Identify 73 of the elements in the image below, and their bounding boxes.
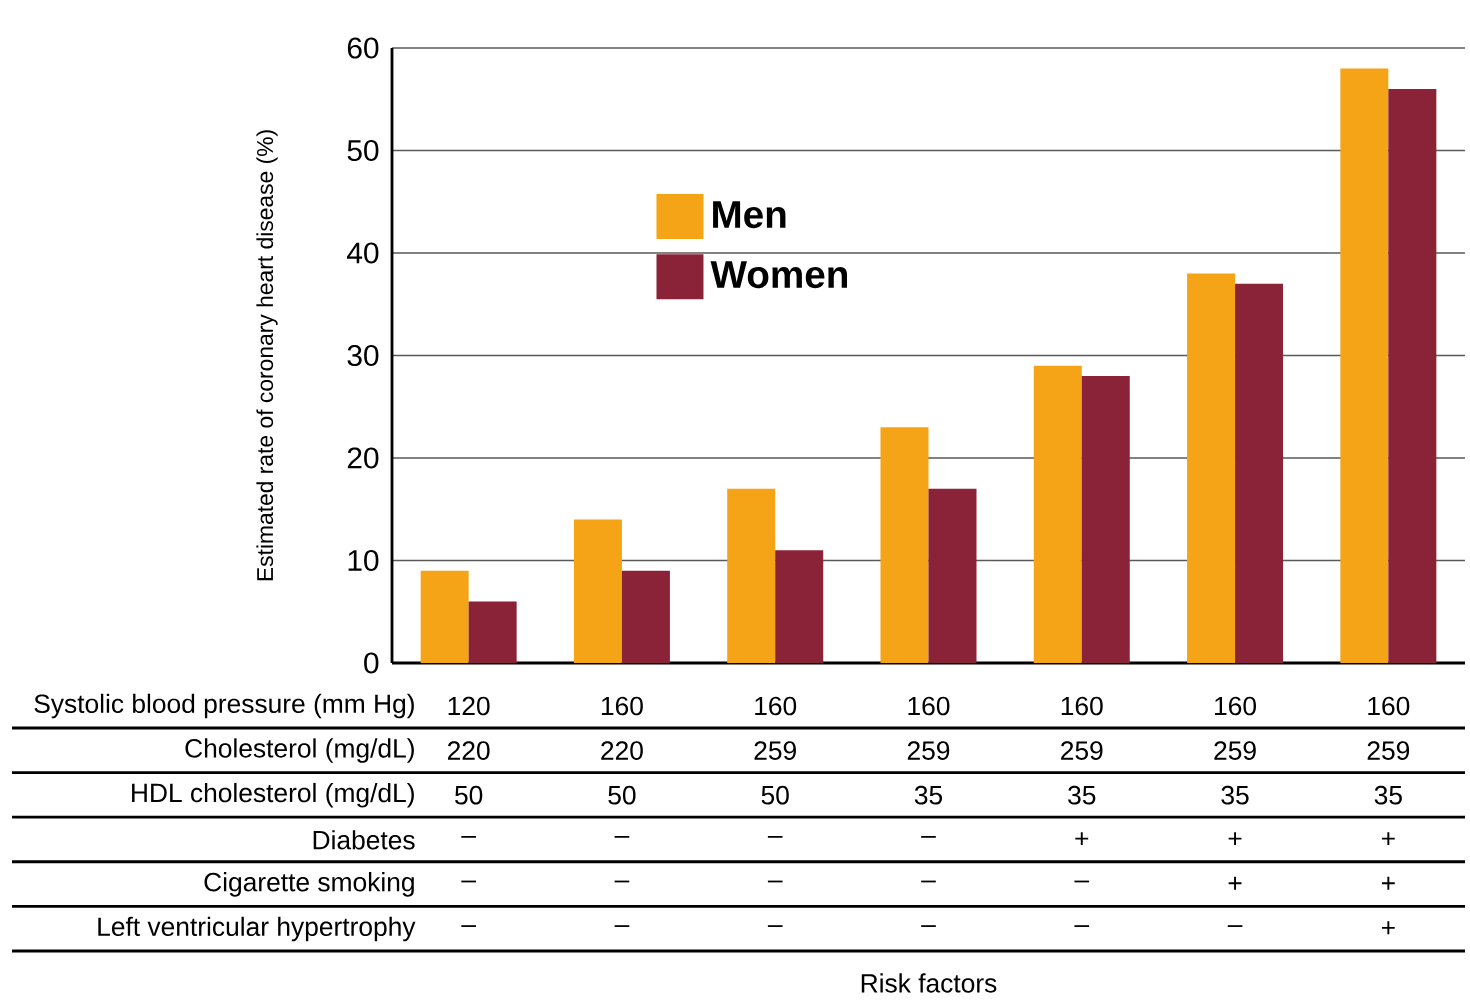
bar: [573, 519, 622, 663]
text: –: [921, 836, 936, 838]
text: 220: [601, 741, 643, 760]
text: 259: [1367, 741, 1410, 760]
text: 35: [1221, 785, 1249, 805]
text: +: [1381, 876, 1395, 890]
bar: [880, 427, 929, 663]
bar: [1340, 68, 1389, 663]
text: 259: [1214, 741, 1256, 760]
text: –: [614, 880, 630, 883]
y-tick-label: 50: [347, 139, 379, 162]
text: –: [921, 925, 936, 927]
bar: [928, 488, 977, 663]
text: Left ventricular hypertrophy: [98, 916, 416, 942]
legend-label: Women: [710, 261, 848, 289]
text: HDL cholesterol (mg/dL): [132, 782, 414, 808]
text: 35: [1374, 785, 1402, 805]
text: –: [461, 880, 476, 883]
legend-label: Men: [713, 201, 786, 229]
text: 220: [447, 741, 490, 760]
text: 160: [1215, 696, 1256, 716]
bar: [1081, 376, 1130, 663]
bar: [621, 570, 670, 663]
text: –: [767, 925, 783, 927]
bar: [1388, 89, 1437, 663]
text: –: [1227, 925, 1243, 927]
text: 35: [1068, 785, 1096, 805]
text: 50: [608, 785, 636, 805]
bar: [1187, 273, 1236, 663]
text: –: [614, 836, 630, 838]
text: 50: [761, 785, 789, 805]
text: –: [921, 880, 936, 883]
text: Cigarette smoking: [204, 872, 414, 897]
text: 160: [1368, 696, 1410, 716]
bar: [775, 550, 824, 663]
text: –: [614, 925, 630, 927]
text: 160: [755, 696, 797, 716]
text: –: [461, 836, 476, 838]
text: 259: [754, 741, 796, 760]
y-tick-label: 0: [364, 652, 379, 674]
text: –: [767, 836, 783, 838]
text: 160: [908, 696, 950, 716]
y-tick-label: 60: [347, 37, 379, 59]
text: 50: [455, 785, 483, 805]
text: +: [1381, 832, 1395, 846]
text: 120: [448, 696, 490, 716]
text: +: [1228, 876, 1242, 890]
y-tick-label: 10: [348, 549, 379, 572]
text: –: [1074, 880, 1090, 883]
text: –: [461, 925, 476, 927]
text: –: [1074, 925, 1090, 927]
text: Systolic blood pressure (mm Hg): [34, 693, 414, 719]
bar: [727, 488, 776, 663]
y-tick-label: 30: [347, 344, 379, 367]
text: 259: [1061, 741, 1103, 760]
text: Cholesterol (mg/dL): [185, 738, 414, 763]
y-tick-label: 40: [347, 242, 379, 264]
text: 35: [914, 785, 943, 805]
text: +: [1381, 921, 1395, 935]
bar: [420, 570, 469, 663]
bar: [468, 601, 517, 663]
bar: [1235, 283, 1284, 663]
text: 160: [601, 696, 643, 716]
text: +: [1075, 832, 1089, 846]
text: Risk factors: [861, 973, 997, 993]
text: Diabetes: [313, 830, 415, 850]
text: 160: [1061, 696, 1103, 716]
text: +: [1228, 832, 1242, 846]
y-axis-title: Estimated rate of coronary heart disease (%): [256, 130, 278, 581]
text: 259: [907, 741, 950, 760]
text: –: [767, 880, 783, 883]
bar: [1033, 365, 1082, 663]
y-tick-label: 20: [347, 447, 379, 469]
